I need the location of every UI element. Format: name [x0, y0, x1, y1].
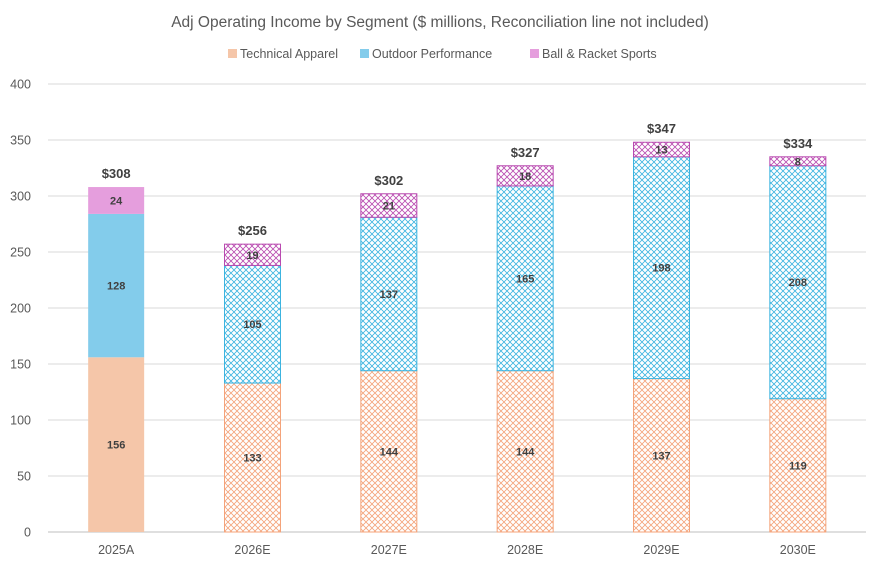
- x-axis: 2025A 2026E 2027E 2028E 2029E 2030E: [98, 543, 816, 557]
- bar-segment: [360, 193, 418, 218]
- total-label: $256: [238, 223, 267, 238]
- legend-swatch: [360, 49, 369, 58]
- total-label: $302: [374, 173, 403, 188]
- data-label: 128: [107, 281, 125, 293]
- legend-swatch: [530, 49, 539, 58]
- data-label: 18: [519, 171, 531, 183]
- bar-segment: [88, 357, 145, 532]
- y-tick-label: 300: [10, 190, 31, 204]
- y-tick-label: 350: [10, 134, 31, 148]
- x-tick-label: 2027E: [371, 543, 407, 557]
- data-label: 137: [652, 450, 670, 462]
- bar-segment: [496, 370, 554, 533]
- data-label: 137: [380, 289, 398, 301]
- bar-segment: [769, 165, 827, 400]
- legend: Technical Apparel Outdoor Performance Ball…: [228, 47, 657, 61]
- bar-segment: [633, 141, 690, 158]
- data-label: 8: [795, 156, 801, 168]
- total-label: $327: [511, 145, 540, 160]
- data-label: 119: [789, 460, 807, 472]
- legend-label: Outdoor Performance: [372, 47, 492, 61]
- bar-segment: [88, 213, 145, 358]
- data-label: 21: [383, 201, 395, 213]
- legend-label: Ball & Racket Sports: [542, 47, 657, 61]
- bar-segment: [769, 398, 827, 533]
- data-label: 19: [246, 250, 258, 262]
- data-label: 144: [380, 446, 399, 458]
- data-label: 13: [655, 145, 667, 157]
- data-label: 208: [789, 277, 807, 289]
- data-label: 198: [652, 263, 670, 275]
- gridlines: [48, 83, 866, 533]
- bar-segment: [496, 185, 554, 372]
- x-tick-label: 2029E: [643, 543, 679, 557]
- data-label: 165: [516, 273, 534, 285]
- y-tick-label: 400: [10, 78, 31, 92]
- bar-segment: [633, 378, 690, 533]
- y-tick-label: 250: [10, 246, 31, 260]
- legend-swatch: [228, 49, 237, 58]
- bar-segment: [88, 187, 145, 214]
- y-tick-label: 50: [17, 470, 31, 484]
- bars: 156 128 24 $308 133 105 19 $256 144 137 21 $302 144 1…: [88, 121, 827, 533]
- data-label: 24: [110, 195, 123, 207]
- x-tick-label: 2025A: [98, 543, 135, 557]
- y-tick-label: 0: [24, 526, 31, 540]
- data-label: 144: [516, 446, 535, 458]
- chart-title: Adj Operating Income by Segment ($ milli…: [171, 14, 709, 31]
- total-label: $347: [647, 121, 676, 136]
- bar-segment: [224, 243, 281, 266]
- total-label: $308: [102, 166, 131, 181]
- y-tick-label: 200: [10, 302, 31, 316]
- y-axis: 0 50 100 150 200 250 300 350 400: [10, 78, 31, 540]
- bar-segment: [496, 165, 554, 187]
- total-label: $334: [783, 136, 813, 151]
- y-tick-label: 150: [10, 358, 31, 372]
- x-tick-label: 2030E: [780, 543, 816, 557]
- data-label: 133: [243, 453, 261, 465]
- legend-label: Technical Apparel: [240, 47, 338, 61]
- x-tick-label: 2026E: [234, 543, 270, 557]
- data-label: 105: [243, 319, 261, 331]
- bar-segment: [633, 156, 690, 380]
- x-tick-label: 2028E: [507, 543, 543, 557]
- data-label: 156: [107, 440, 125, 452]
- bar-segment: [769, 156, 827, 167]
- y-tick-label: 100: [10, 414, 31, 428]
